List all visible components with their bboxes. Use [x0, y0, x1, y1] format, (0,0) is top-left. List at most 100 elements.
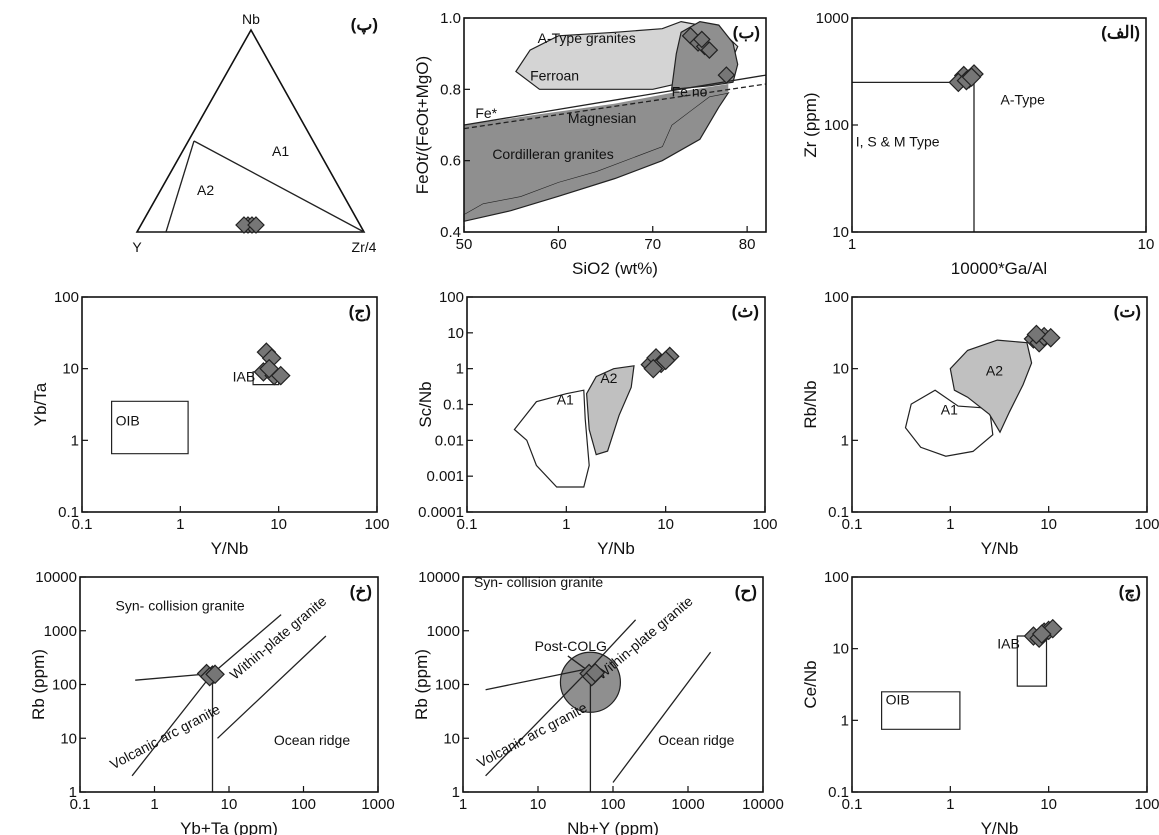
- panel-rbnby: 1 10 100 1000 10000 1 10 100 1000 10000 Nb+Y (ppm)…: [412, 569, 784, 835]
- y-tick-label: 100: [52, 677, 77, 694]
- x-tick-label: 1: [946, 796, 954, 813]
- data-point: [655, 350, 676, 371]
- x-axis-label: Yb+Ta (ppm): [180, 819, 278, 835]
- panel-tag: (ت): [1114, 302, 1141, 321]
- y-tick-label: 1000: [816, 10, 849, 27]
- x-axis-label: Y/Nb: [981, 819, 1019, 835]
- x-tick-label: 100: [364, 516, 389, 533]
- panel-scnb: 0.1 1 10 100 0.0001 0.001 0.01 0.1 1 10 100 Y/Nb Sc/…: [416, 289, 778, 558]
- y-axis-label: Rb (ppm): [29, 649, 48, 720]
- y-tick-label: 0.1: [828, 784, 849, 801]
- a1-field: [904, 389, 994, 457]
- data-point: [643, 358, 664, 379]
- y-tick-label: 0.8: [440, 81, 461, 98]
- field-label: Fe*: [475, 105, 497, 121]
- x-axis-label: Y/Nb: [597, 539, 635, 558]
- cordilleran-field: [464, 84, 729, 215]
- boundary-line: [485, 667, 591, 691]
- y-tick-label: 1000: [427, 623, 460, 640]
- x-tick-label: 0.1: [842, 796, 863, 813]
- data-point: [585, 662, 606, 683]
- y-tick-label: 1: [841, 432, 849, 449]
- plot-frame: [851, 17, 1147, 233]
- data-point: [259, 358, 279, 379]
- y-tick-label: 0.6: [440, 153, 461, 170]
- y-axis-label: Sc/Nb: [416, 381, 435, 427]
- y-tick-label: 10: [62, 361, 79, 378]
- x-tick-label: 100: [600, 796, 625, 813]
- y-tick-label: 0.4: [440, 224, 461, 241]
- y-axis-label: Rb/Nb: [801, 380, 820, 428]
- data-point: [700, 41, 719, 59]
- data-point: [717, 66, 736, 84]
- data-point: [1031, 624, 1052, 644]
- a1-a2-divider: [193, 140, 365, 233]
- x-tick-label: 10: [530, 796, 547, 813]
- a2-boundary: [165, 140, 195, 233]
- x-tick-label: 10: [221, 796, 238, 813]
- y-tick-label: 10: [60, 730, 77, 747]
- boundary-line: [612, 651, 712, 783]
- x-tick-label: 100: [1134, 796, 1159, 813]
- vertex-label: Zr/4: [352, 239, 377, 255]
- vertex-label: Y: [132, 239, 142, 255]
- data-point: [247, 216, 265, 234]
- y-tick-label: 0.001: [426, 468, 464, 485]
- x-tick-label: 10: [270, 516, 287, 533]
- y-tick-label: 0.1: [443, 397, 464, 414]
- x-tick-label: 1: [848, 236, 856, 253]
- x-tick-label: 100: [1134, 516, 1159, 533]
- y-axis-label: Yb/Ta: [31, 382, 50, 426]
- x-tick-label: 0.1: [70, 796, 91, 813]
- field-label: A1: [941, 401, 958, 417]
- x-tick-label: 1000: [671, 796, 704, 813]
- y-tick-label: 0.01: [435, 432, 464, 449]
- panel-tag: (خ): [350, 582, 372, 602]
- y-tick-label: 1: [456, 361, 464, 378]
- panel-tag: (ح): [735, 582, 757, 602]
- boundary-line: [131, 673, 214, 777]
- field-label: A2: [600, 370, 617, 386]
- x-tick-label: 1: [946, 516, 954, 533]
- y-tick-label: 10: [832, 224, 849, 241]
- y-tick-label: 0.0001: [418, 504, 464, 521]
- x-tick-label: 10000: [742, 796, 784, 813]
- field-label: Fe no: [672, 83, 708, 99]
- panel-tag: (ج): [349, 302, 371, 322]
- ferroan-boundary: [463, 74, 767, 126]
- x-tick-label: 70: [644, 236, 661, 253]
- panel-ybta: 0.1 1 10 100 0.1 1 10 100 Y/Nb Yb/Ta (ج) OIB IAB: [31, 289, 390, 558]
- y-tick-label: 10: [447, 325, 464, 342]
- y-tick-label: 100: [824, 289, 849, 306]
- vertex-label: Nb: [242, 11, 260, 27]
- y-tick-label: 10: [443, 730, 460, 747]
- field-label: Ferroan: [530, 67, 579, 83]
- fe-number-line: [463, 83, 767, 130]
- ternary-frame: [135, 28, 366, 233]
- data-point: [1026, 324, 1047, 345]
- x-tick-label: 1: [459, 796, 467, 813]
- boundary-line: [212, 614, 282, 674]
- a1-field: [513, 389, 590, 488]
- field-label: A1: [557, 392, 574, 408]
- field-label: Ocean ridge: [274, 732, 350, 748]
- x-tick-label: 10: [1040, 796, 1057, 813]
- x-tick-label: 1: [562, 516, 570, 533]
- panel-cenb: 0.1 1 10 100 0.1 1 10 100 Y/Nb Ce/Nb (چ) OIB IAB: [801, 569, 1159, 835]
- y-tick-label: 0.1: [58, 504, 79, 521]
- x-tick-label: 10: [1138, 236, 1155, 253]
- field-label: Syn- collision granite: [116, 597, 245, 613]
- y-tick-label: 1: [69, 784, 77, 801]
- field-label: Magnesian: [568, 110, 637, 126]
- x-axis-label: Nb+Y (ppm): [567, 819, 659, 835]
- y-tick-label: 0.1: [828, 504, 849, 521]
- y-axis-label: Zr (ppm): [801, 92, 820, 157]
- panel-tag: (الف): [1101, 23, 1140, 42]
- field-label: OIB: [886, 692, 910, 708]
- y-tick-label: 1: [452, 784, 460, 801]
- x-tick-label: 10: [1040, 516, 1057, 533]
- plot-frame: [81, 296, 378, 513]
- field-label: Ocean ridge: [658, 732, 734, 748]
